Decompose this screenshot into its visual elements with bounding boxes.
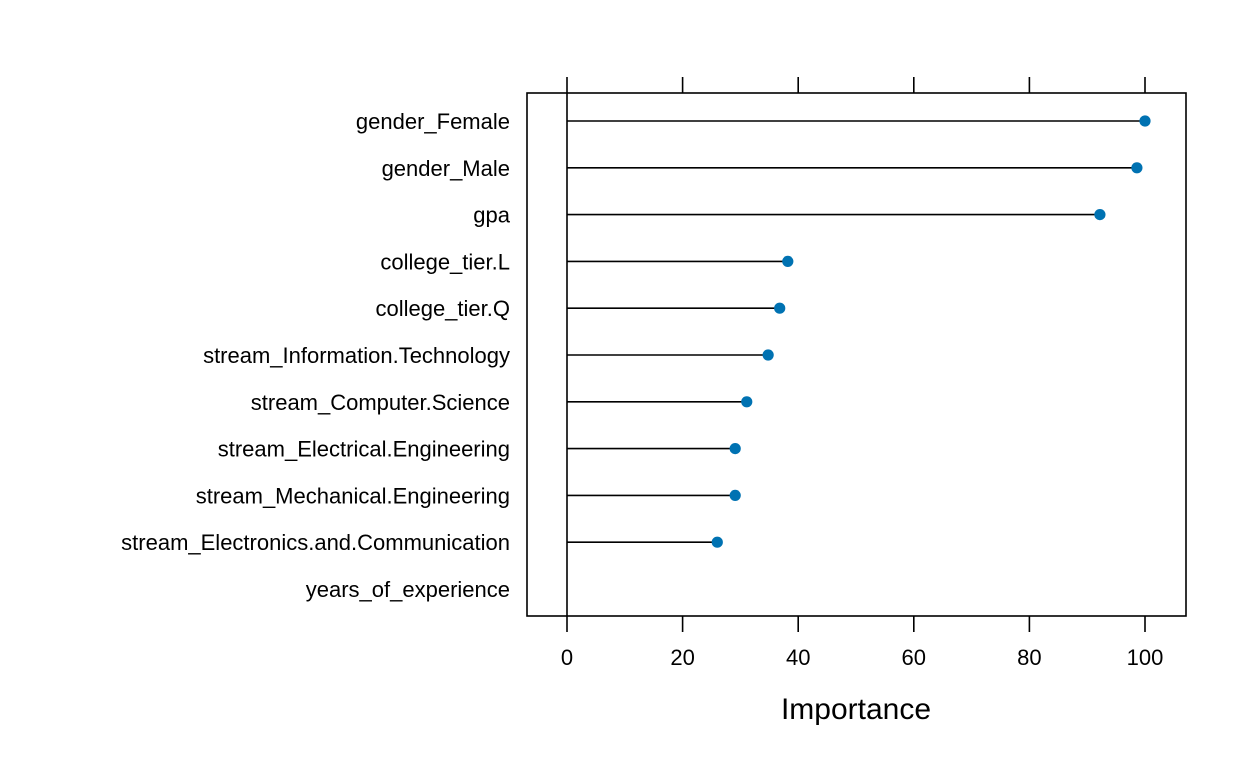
y-tick-label: gender_Female bbox=[356, 109, 510, 134]
plot-frame bbox=[526, 92, 1187, 617]
lollipop-points bbox=[711, 115, 1151, 548]
lollipop-stems bbox=[567, 120, 1145, 544]
y-tick-label: years_of_experience bbox=[306, 577, 510, 602]
data-point bbox=[1094, 209, 1106, 221]
x-tick-label: 20 bbox=[670, 645, 694, 670]
data-point bbox=[1139, 115, 1151, 127]
x-axis: 0 20 40 60 80 100 bbox=[561, 77, 1163, 670]
y-tick-label: stream_Electrical.Engineering bbox=[218, 437, 510, 462]
data-point bbox=[741, 396, 753, 408]
y-tick-label: stream_Computer.Science bbox=[251, 390, 510, 415]
data-point bbox=[729, 443, 741, 455]
y-tick-label: stream_Electronics.and.Communication bbox=[121, 530, 510, 555]
y-tick-label: college_tier.Q bbox=[375, 296, 510, 321]
data-point bbox=[774, 302, 786, 314]
x-tick-label: 40 bbox=[786, 645, 810, 670]
x-tick-label: 0 bbox=[561, 645, 573, 670]
x-tick-label: 60 bbox=[902, 645, 926, 670]
y-tick-label: college_tier.L bbox=[380, 249, 510, 274]
x-tick-label: 80 bbox=[1017, 645, 1041, 670]
data-point bbox=[1131, 162, 1143, 174]
data-point bbox=[762, 349, 774, 361]
data-point bbox=[711, 536, 723, 548]
data-point bbox=[782, 255, 794, 267]
y-tick-label: stream_Information.Technology bbox=[203, 343, 510, 368]
y-tick-label: gpa bbox=[473, 203, 510, 228]
y-tick-label: gender_Male bbox=[382, 156, 510, 181]
y-tick-label: stream_Mechanical.Engineering bbox=[196, 483, 510, 508]
data-point bbox=[729, 489, 741, 501]
x-tick-label: 100 bbox=[1127, 645, 1164, 670]
x-axis-title: Importance bbox=[781, 693, 931, 726]
